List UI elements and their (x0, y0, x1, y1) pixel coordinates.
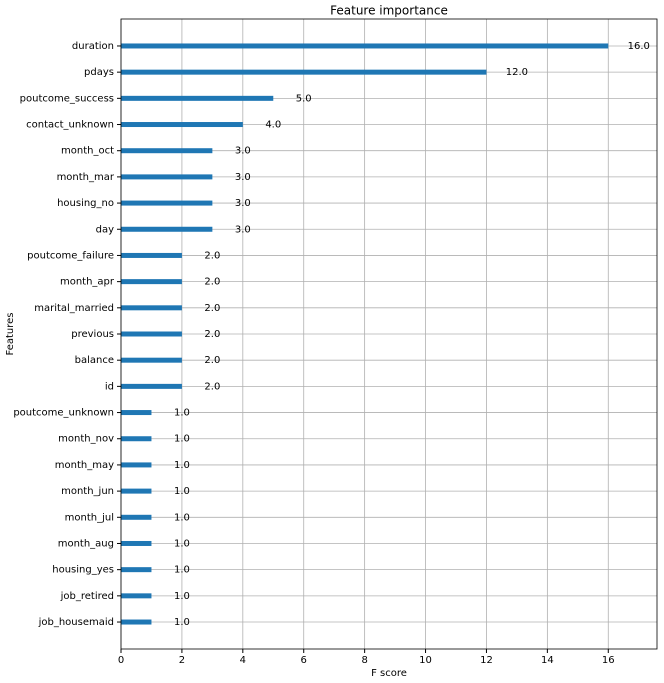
bar (121, 226, 213, 232)
x-tick-label: 8 (361, 655, 367, 666)
value-label: 1.0 (174, 512, 190, 523)
chart-title: Feature importance (330, 4, 448, 18)
y-tick-label: housing_yes (52, 565, 114, 576)
y-tick-label: month_nov (58, 434, 114, 445)
plot-frame (120, 18, 658, 650)
y-tick-label: month_aug (58, 538, 114, 549)
bar (121, 357, 182, 363)
value-label: 3.0 (235, 146, 251, 157)
value-label: 2.0 (204, 250, 220, 261)
value-label: 1.0 (174, 460, 190, 471)
y-tick-label: duration (72, 41, 114, 52)
value-label: 3.0 (235, 224, 251, 235)
bar (121, 174, 213, 180)
y-tick-label: pdays (84, 67, 114, 78)
bar (121, 540, 152, 546)
x-axis-label: F score (371, 668, 407, 679)
bar (121, 619, 152, 625)
value-label: 2.0 (204, 329, 220, 340)
bar (121, 567, 152, 573)
value-label: 3.0 (235, 198, 251, 209)
value-label: 16.0 (628, 41, 650, 52)
x-tick-label: 4 (240, 655, 246, 666)
value-label: 1.0 (174, 617, 190, 628)
value-label: 2.0 (204, 355, 220, 366)
y-tick-label: month_oct (61, 146, 114, 157)
y-tick-label: contact_unknown (26, 120, 114, 131)
x-tick-label: 2 (179, 655, 185, 666)
x-tick-label: 12 (480, 655, 493, 666)
bar (121, 383, 182, 389)
bar (121, 514, 152, 520)
y-tick-label: marital_married (34, 303, 114, 314)
bar (121, 410, 152, 416)
value-label: 3.0 (235, 172, 251, 183)
x-tick-label: 0 (118, 655, 124, 666)
value-label: 1.0 (174, 565, 190, 576)
bar (121, 148, 213, 154)
value-label: 2.0 (204, 277, 220, 288)
bar (121, 43, 609, 49)
value-label: 5.0 (296, 93, 312, 104)
bar (121, 95, 274, 101)
x-tick-label: 14 (541, 655, 554, 666)
value-label: 4.0 (265, 120, 281, 131)
y-tick-label: balance (75, 355, 114, 366)
bar (121, 279, 182, 285)
y-tick-label: month_mar (57, 172, 115, 183)
y-tick-label: housing_no (57, 198, 114, 209)
bar (121, 305, 182, 311)
y-tick-label: day (96, 224, 114, 235)
bar (121, 122, 243, 128)
bar (121, 331, 182, 337)
value-label: 1.0 (174, 538, 190, 549)
value-label: 2.0 (204, 303, 220, 314)
bar (121, 252, 182, 258)
bar (121, 462, 152, 468)
value-label: 1.0 (174, 408, 190, 419)
y-tick-label: month_may (55, 460, 114, 471)
y-tick-label: month_jul (65, 512, 114, 523)
bar (121, 488, 152, 494)
bar (121, 69, 487, 75)
x-tick-label: 10 (419, 655, 432, 666)
y-tick-label: poutcome_failure (27, 250, 114, 261)
value-label: 12.0 (506, 67, 528, 78)
value-label: 1.0 (174, 486, 190, 497)
value-label: 1.0 (174, 434, 190, 445)
y-axis-label: Features (5, 313, 16, 356)
x-tick-label: 16 (602, 655, 615, 666)
bar (121, 593, 152, 599)
y-tick-label: poutcome_unknown (13, 408, 114, 419)
y-tick-label: job_retired (60, 591, 114, 602)
y-tick-label: id (105, 381, 114, 392)
value-label: 2.0 (204, 381, 220, 392)
value-label: 1.0 (174, 591, 190, 602)
bar (121, 200, 213, 206)
y-tick-label: job_housemaid (38, 617, 114, 628)
y-tick-label: poutcome_success (20, 93, 114, 104)
bar (121, 436, 152, 442)
x-tick-label: 6 (301, 655, 307, 666)
y-tick-label: previous (71, 329, 114, 340)
y-tick-label: month_jun (61, 486, 114, 497)
y-tick-label: month_apr (60, 277, 115, 288)
